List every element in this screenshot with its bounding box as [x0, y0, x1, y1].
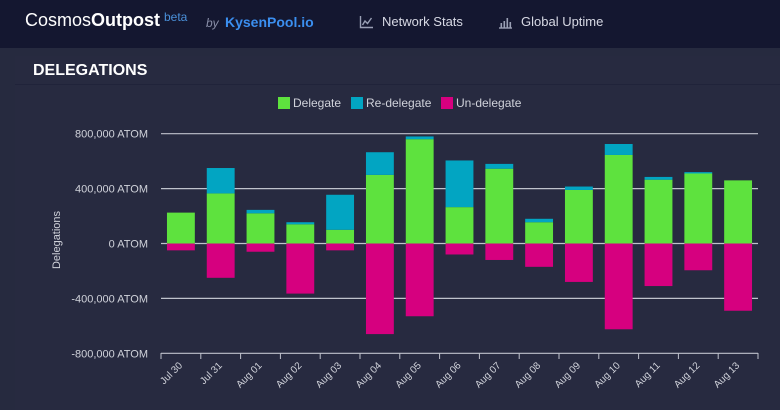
x-tick-label: Aug 03 [314, 360, 344, 390]
brand-name-light: Cosmos [25, 10, 92, 30]
bar-redelegate[interactable] [286, 222, 315, 225]
bar-delegate[interactable] [206, 193, 235, 244]
bar-undelegate[interactable] [604, 243, 633, 330]
y-tick-label: -400,000 ATOM [71, 293, 148, 305]
x-tick-label: Aug 08 [513, 360, 543, 390]
nav-global-uptime-label: Global Uptime [521, 14, 604, 29]
bar-chart-icon [499, 17, 512, 29]
x-tick-label: Aug 04 [354, 360, 384, 390]
legend-label[interactable]: Un-delegate [456, 96, 522, 110]
bar-undelegate[interactable] [485, 243, 514, 260]
bar-delegate[interactable] [644, 179, 673, 244]
x-tick-label: Aug 06 [433, 360, 463, 390]
legend-swatch[interactable] [278, 97, 290, 109]
bar-delegate[interactable] [485, 168, 514, 244]
x-tick-label: Jul 30 [158, 360, 185, 387]
bar-delegate[interactable] [564, 189, 593, 244]
legend-swatch[interactable] [441, 97, 453, 109]
beta-badge: beta [164, 10, 188, 24]
bar-undelegate[interactable] [286, 243, 315, 294]
y-tick-label: 800,000 ATOM [75, 129, 148, 141]
bar-undelegate[interactable] [246, 243, 275, 252]
bar-undelegate[interactable] [525, 243, 554, 267]
bar-delegate[interactable] [445, 207, 474, 244]
bar-delegate[interactable] [405, 139, 434, 244]
y-tick-label: 0 ATOM [109, 239, 148, 251]
line-chart-icon [359, 15, 373, 28]
bar-delegate[interactable] [365, 174, 394, 244]
legend-label[interactable]: Re-delegate [366, 96, 432, 110]
bar-redelegate[interactable] [365, 152, 394, 175]
bar-redelegate[interactable] [644, 176, 673, 180]
bar-redelegate[interactable] [525, 218, 554, 223]
bar-delegate[interactable] [525, 222, 554, 244]
x-tick-label: Aug 11 [633, 360, 663, 390]
bar-delegate[interactable] [246, 213, 275, 244]
bar-undelegate[interactable] [166, 243, 195, 251]
nav-network-stats-label: Network Stats [382, 14, 463, 29]
bar-redelegate[interactable] [405, 136, 434, 140]
x-tick-label: Aug 09 [553, 360, 583, 390]
bar-redelegate[interactable] [445, 160, 474, 208]
bar-undelegate[interactable] [445, 243, 474, 255]
x-tick-label: Aug 13 [712, 360, 742, 390]
bar-delegate[interactable] [286, 224, 315, 244]
x-tick-label: Aug 01 [234, 360, 264, 390]
y-tick-label: -800,000 ATOM [71, 348, 148, 360]
panel-divider [15, 84, 780, 85]
legend-label[interactable]: Delegate [293, 96, 341, 110]
x-tick-label: Aug 05 [394, 360, 424, 390]
y-axis-title: Delegations [51, 210, 63, 269]
bar-undelegate[interactable] [564, 243, 593, 282]
bar-undelegate[interactable] [684, 243, 713, 271]
brand-name-bold: Outpost [91, 10, 161, 30]
nav-global-uptime[interactable]: Global Uptime [498, 14, 603, 29]
legend-swatch[interactable] [351, 97, 363, 109]
bar-undelegate[interactable] [365, 243, 394, 335]
brand-logo[interactable]: CosmosOutpost [25, 10, 160, 31]
by-label: by [206, 16, 219, 30]
bar-undelegate[interactable] [206, 243, 235, 278]
bar-redelegate[interactable] [326, 194, 355, 230]
bar-delegate[interactable] [166, 212, 195, 244]
bar-delegate[interactable] [684, 173, 713, 244]
page-title: DELEGATIONS [33, 62, 148, 79]
bar-undelegate[interactable] [326, 243, 355, 251]
bar-redelegate[interactable] [206, 168, 235, 194]
bar-redelegate[interactable] [604, 143, 633, 155]
bar-redelegate[interactable] [684, 172, 713, 174]
top-navbar [0, 0, 780, 48]
nav-network-stats[interactable]: Network Stats [359, 14, 463, 29]
bar-redelegate[interactable] [564, 186, 593, 190]
x-tick-label: Aug 07 [473, 360, 503, 390]
x-tick-label: Aug 12 [672, 360, 702, 390]
bar-delegate[interactable] [326, 229, 355, 244]
bar-undelegate[interactable] [644, 243, 673, 287]
bar-delegate[interactable] [604, 154, 633, 244]
x-tick-label: Jul 31 [198, 360, 225, 387]
bar-redelegate[interactable] [485, 163, 514, 169]
x-tick-label: Aug 10 [593, 360, 623, 390]
bar-undelegate[interactable] [724, 243, 753, 311]
kysenpool-link[interactable]: KysenPool.io [225, 14, 314, 30]
x-tick-label: Aug 02 [274, 360, 304, 390]
bar-redelegate[interactable] [246, 209, 275, 214]
bar-delegate[interactable] [724, 180, 753, 244]
bar-undelegate[interactable] [405, 243, 434, 317]
y-tick-label: 400,000 ATOM [75, 184, 148, 196]
